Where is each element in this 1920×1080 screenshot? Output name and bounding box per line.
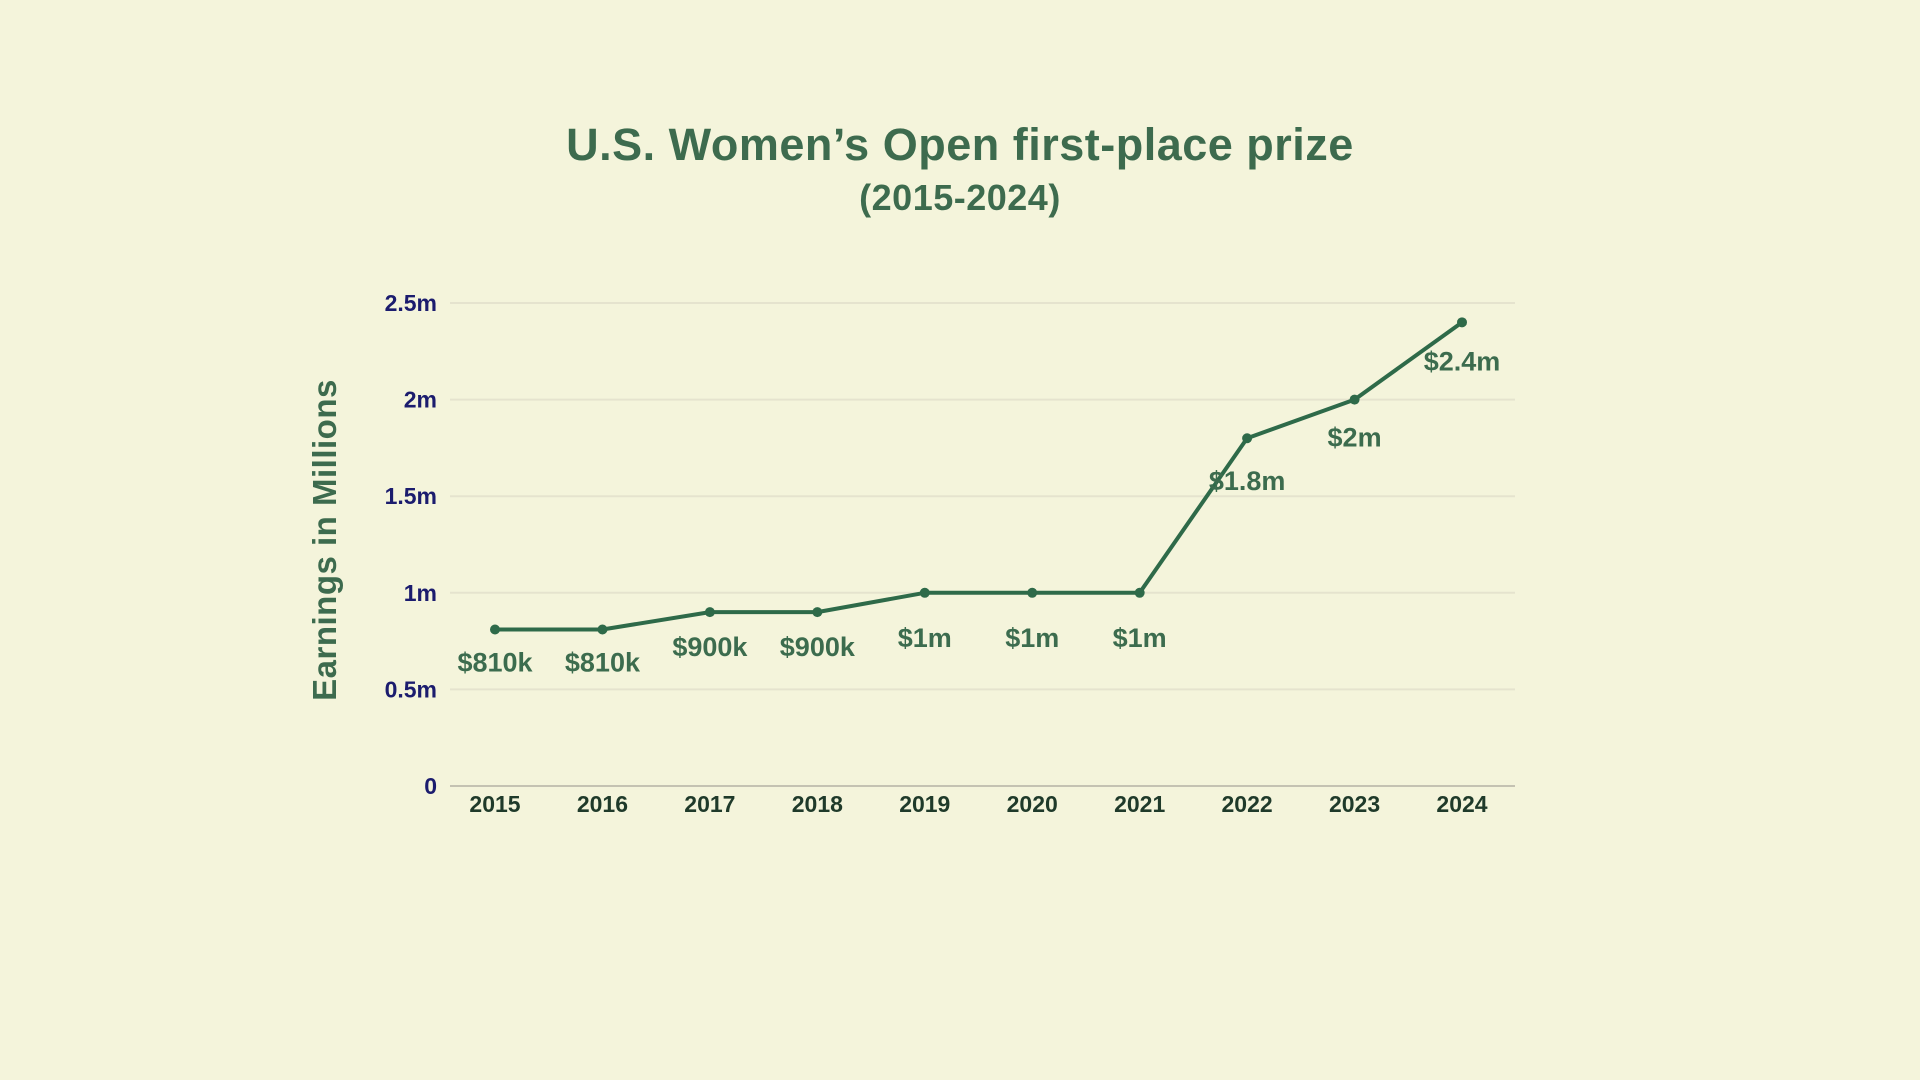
- y-tick-label-0.5m: 0.5m: [385, 676, 437, 702]
- x-tick-label-2024: 2024: [1436, 791, 1487, 817]
- trend-line: [493, 320, 1464, 632]
- data-point-2018: [812, 607, 823, 618]
- data-point-label-2019: $1m: [898, 623, 952, 653]
- data-point-label-2023: $2m: [1328, 423, 1382, 453]
- data-point-2019: [919, 587, 930, 598]
- chart-subtitle: (2015-2024): [859, 177, 1061, 218]
- y-tick-label-2m: 2m: [404, 387, 437, 413]
- x-tick-label-2018: 2018: [792, 791, 843, 817]
- data-point-label-2020: $1m: [1005, 623, 1059, 653]
- y-tick-label-0: 0: [424, 773, 437, 799]
- y-tick-label-2.5m: 2.5m: [385, 290, 437, 316]
- data-point-label-2021: $1m: [1113, 623, 1167, 653]
- x-tick-label-2023: 2023: [1329, 791, 1380, 817]
- x-tick-label-2020: 2020: [1007, 791, 1058, 817]
- data-point-2024: [1457, 317, 1467, 328]
- data-point-2022: [1242, 433, 1253, 444]
- x-tick-label-2022: 2022: [1222, 791, 1273, 817]
- chart-header: U.S. Women’s Open first-place prize (201…: [0, 118, 1920, 219]
- data-point-label-2017: $900k: [672, 632, 748, 662]
- x-tick-label-2019: 2019: [899, 791, 950, 817]
- data-point-label-2018: $900k: [780, 632, 856, 662]
- data-point-label-2024: $2.4m: [1424, 346, 1501, 376]
- data-point-label-2016: $810k: [565, 648, 641, 678]
- data-point-2015: [490, 624, 500, 635]
- chart-title: U.S. Women’s Open first-place prize: [566, 119, 1354, 170]
- data-point-2021: [1134, 587, 1145, 598]
- data-point-2017: [704, 607, 715, 618]
- y-tick-label-1m: 1m: [404, 580, 437, 606]
- data-point-label-2015: $810k: [457, 648, 533, 678]
- data-point-2023: [1349, 394, 1360, 405]
- x-tick-label-2021: 2021: [1114, 791, 1165, 817]
- x-tick-label-2017: 2017: [684, 791, 735, 817]
- data-point-label-2022: $1.8m: [1209, 466, 1286, 496]
- data-point-2020: [1027, 587, 1038, 598]
- data-point-2016: [597, 624, 608, 635]
- x-tick-label-2016: 2016: [577, 791, 628, 817]
- x-tick-label-2015: 2015: [469, 791, 520, 817]
- y-tick-label-1.5m: 1.5m: [385, 483, 437, 509]
